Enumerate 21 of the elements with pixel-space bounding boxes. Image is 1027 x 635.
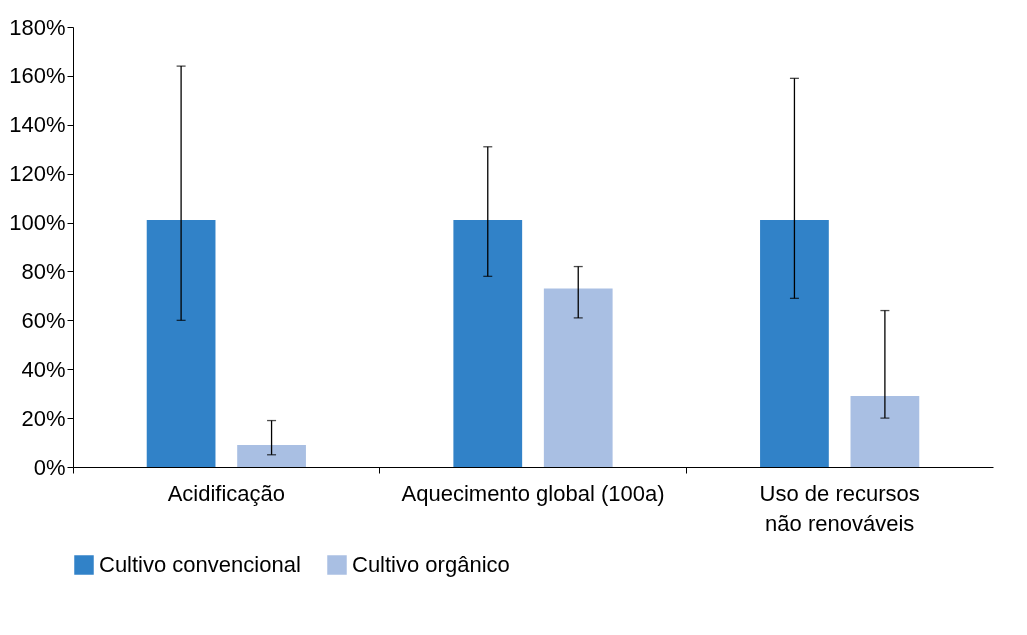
- y-tick-label: 100%: [9, 210, 66, 236]
- bar: [237, 445, 306, 467]
- x-tick-label: Uso de recursos não renováveis: [759, 480, 920, 536]
- x-tick-label: Acidificação: [167, 480, 286, 506]
- bar: [543, 288, 613, 467]
- y-tick-label: 80%: [21, 258, 66, 284]
- y-tick-label: 160%: [9, 63, 66, 89]
- bar: [453, 220, 523, 467]
- y-tick-label: 40%: [21, 356, 66, 382]
- legend-label: Cultivo orgânico: [352, 552, 510, 577]
- y-tick-label: 20%: [21, 405, 66, 431]
- bar: [850, 396, 920, 467]
- y-tick-label: 60%: [21, 307, 66, 333]
- x-tick-label: Aquecimento global (100a): [401, 480, 665, 506]
- y-tick-label: 180%: [9, 14, 66, 40]
- legend-label: Cultivo convencional: [99, 552, 301, 577]
- y-tick-label: 120%: [9, 161, 66, 187]
- bar: [146, 220, 216, 467]
- y-tick-label: 140%: [9, 112, 66, 138]
- bar: [760, 220, 829, 467]
- y-tick-label: 0%: [33, 454, 66, 480]
